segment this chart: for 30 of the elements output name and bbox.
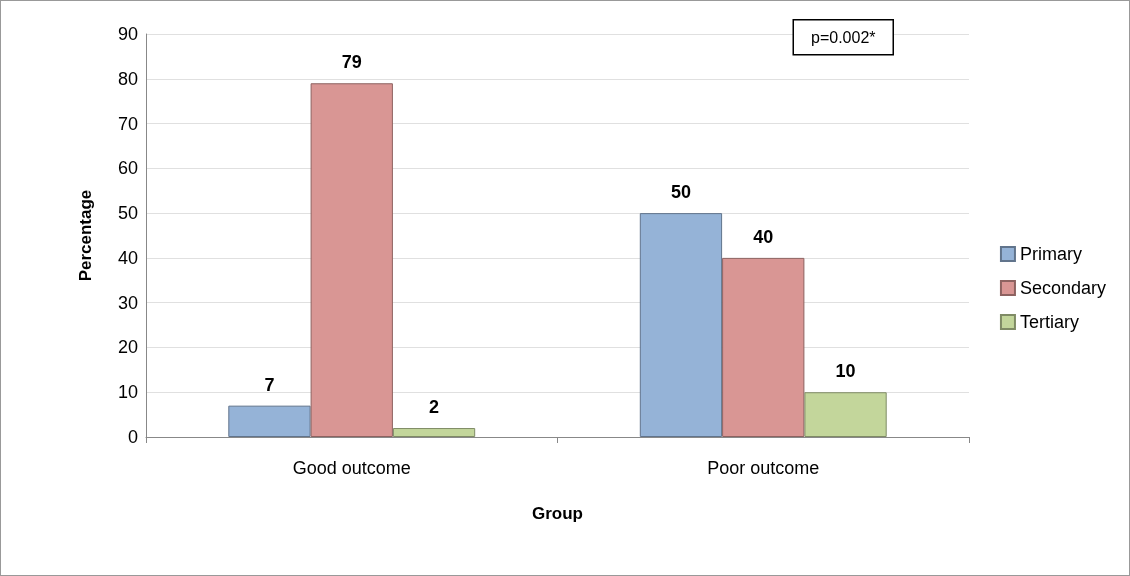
data-label: 79 [341, 52, 362, 73]
annotation: p=0.002* [810, 29, 876, 47]
bar [310, 83, 393, 437]
y-tick-label: 80 [117, 68, 138, 89]
bar [639, 213, 723, 437]
y-tick-label: 10 [117, 382, 138, 403]
y-tick-label: 50 [117, 203, 138, 224]
legend-label: Secondary [1019, 278, 1107, 298]
bar [722, 257, 805, 437]
bar [228, 405, 311, 437]
data-label: 2 [429, 397, 440, 418]
y-tick-label: 40 [117, 247, 138, 268]
legend-label: Tertiary [1019, 312, 1079, 332]
y-axis-title: Percentage [76, 189, 95, 282]
data-label: 40 [753, 226, 774, 247]
data-label: 7 [264, 374, 275, 395]
x-tick-label: Good outcome [292, 458, 411, 478]
data-label: 50 [670, 182, 691, 203]
y-tick-label: 0 [127, 427, 138, 447]
legend-label: Primary [1019, 244, 1082, 264]
bar [392, 428, 476, 437]
x-axis-title: Group [532, 504, 583, 523]
y-tick-label: 60 [117, 158, 138, 179]
y-tick-label: 30 [117, 292, 138, 313]
data-label: 10 [835, 361, 856, 382]
y-tick-label: 20 [117, 337, 138, 358]
y-tick-label: 70 [117, 113, 138, 134]
x-tick-label: Poor outcome [707, 458, 820, 478]
y-tick-label: 90 [117, 24, 138, 44]
bar [804, 392, 887, 437]
